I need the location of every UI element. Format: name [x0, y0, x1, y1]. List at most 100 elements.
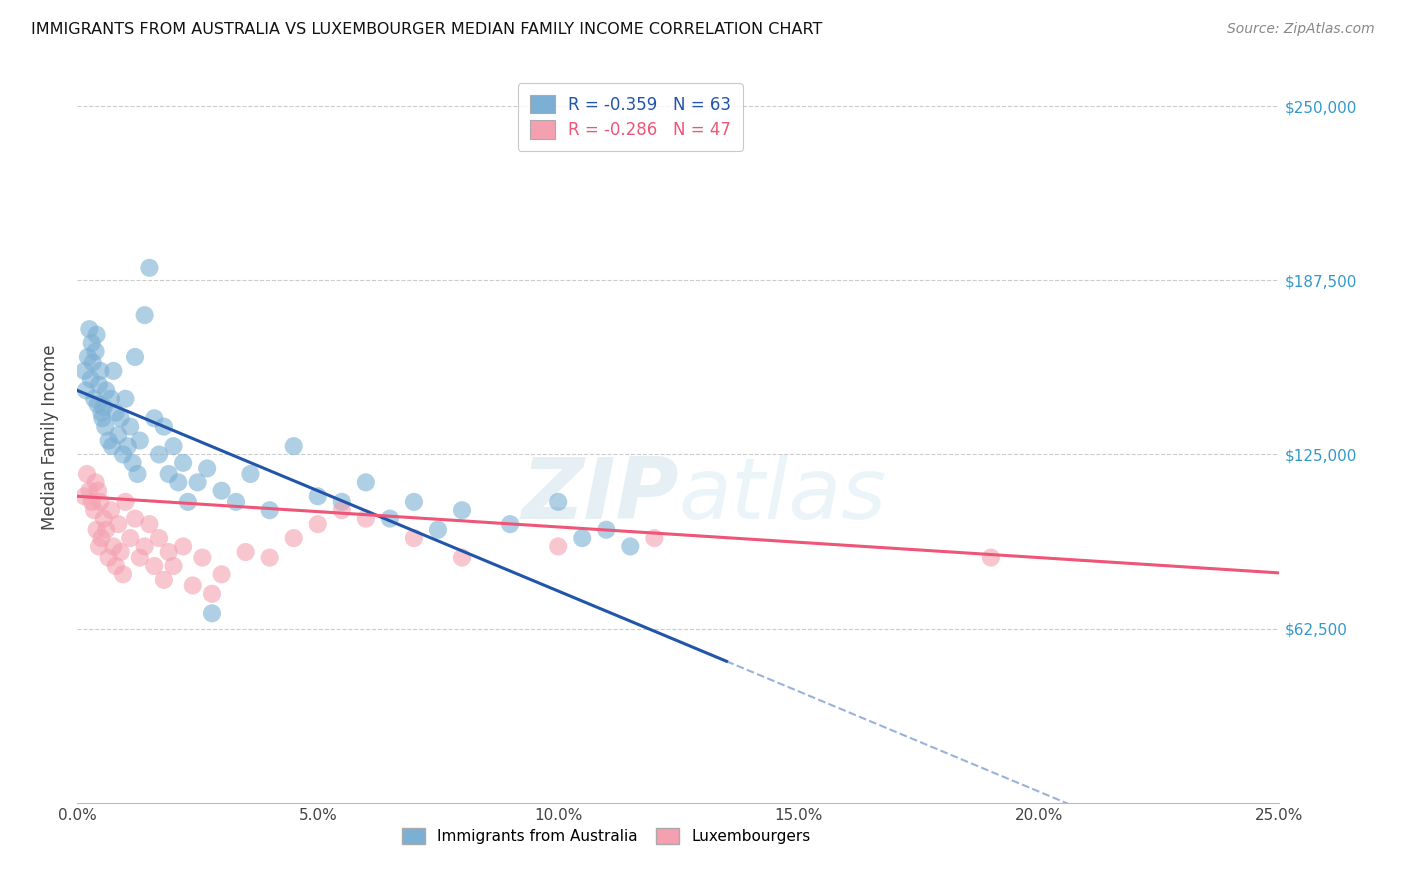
Point	[157, 545, 180, 559]
Point	[96, 523, 118, 537]
Point	[97, 434, 120, 448]
Point	[93, 400, 115, 414]
Point	[124, 511, 146, 525]
Point	[111, 448, 134, 462]
Point	[595, 523, 617, 537]
Point	[90, 531, 112, 545]
Point	[107, 517, 129, 532]
Point	[235, 545, 257, 559]
Point	[402, 495, 425, 509]
Point	[547, 540, 569, 554]
Point	[117, 439, 139, 453]
Point	[120, 419, 142, 434]
Point	[307, 517, 329, 532]
Point	[110, 545, 132, 559]
Point	[107, 428, 129, 442]
Point	[84, 344, 107, 359]
Point	[330, 503, 353, 517]
Point	[127, 467, 149, 481]
Point	[259, 503, 281, 517]
Point	[83, 503, 105, 517]
Point	[80, 372, 103, 386]
Point	[100, 503, 122, 517]
Point	[354, 475, 377, 490]
Point	[128, 434, 150, 448]
Point	[94, 419, 117, 434]
Point	[186, 475, 209, 490]
Point	[402, 531, 425, 545]
Point	[120, 531, 142, 545]
Point	[134, 308, 156, 322]
Point	[571, 531, 593, 545]
Point	[153, 419, 176, 434]
Point	[111, 567, 134, 582]
Point	[86, 523, 108, 537]
Text: atlas: atlas	[679, 454, 886, 537]
Point	[77, 350, 100, 364]
Point	[104, 406, 127, 420]
Point	[153, 573, 176, 587]
Point	[103, 540, 125, 554]
Point	[211, 567, 233, 582]
Point	[101, 439, 124, 453]
Point	[76, 467, 98, 481]
Point	[162, 439, 184, 453]
Point	[93, 511, 115, 525]
Point	[643, 531, 665, 545]
Point	[79, 322, 101, 336]
Y-axis label: Median Family Income: Median Family Income	[41, 344, 59, 530]
Point	[201, 607, 224, 621]
Legend: Immigrants from Australia, Luxembourgers: Immigrants from Australia, Luxembourgers	[396, 822, 817, 850]
Point	[73, 364, 96, 378]
Text: ZIP: ZIP	[520, 454, 679, 537]
Point	[110, 411, 132, 425]
Text: IMMIGRANTS FROM AUSTRALIA VS LUXEMBOURGER MEDIAN FAMILY INCOME CORRELATION CHART: IMMIGRANTS FROM AUSTRALIA VS LUXEMBOURGE…	[31, 22, 823, 37]
Point	[80, 336, 103, 351]
Point	[499, 517, 522, 532]
Point	[191, 550, 214, 565]
Point	[162, 558, 184, 573]
Point	[100, 392, 122, 406]
Point	[283, 531, 305, 545]
Point	[79, 483, 101, 498]
Point	[195, 461, 218, 475]
Point	[86, 397, 108, 411]
Point	[283, 439, 305, 453]
Point	[143, 411, 166, 425]
Point	[87, 483, 110, 498]
Point	[114, 392, 136, 406]
Point	[134, 540, 156, 554]
Point	[104, 558, 127, 573]
Point	[90, 406, 112, 420]
Point	[211, 483, 233, 498]
Point	[177, 495, 200, 509]
Point	[330, 495, 353, 509]
Point	[87, 377, 110, 392]
Point	[91, 411, 114, 425]
Point	[451, 550, 474, 565]
Point	[114, 495, 136, 509]
Point	[167, 475, 190, 490]
Point	[172, 456, 194, 470]
Point	[547, 495, 569, 509]
Point	[619, 540, 641, 554]
Point	[239, 467, 262, 481]
Point	[73, 489, 96, 503]
Point	[225, 495, 247, 509]
Point	[87, 540, 110, 554]
Point	[148, 448, 170, 462]
Point	[980, 550, 1002, 565]
Point	[148, 531, 170, 545]
Point	[143, 558, 166, 573]
Point	[128, 550, 150, 565]
Point	[307, 489, 329, 503]
Point	[83, 392, 105, 406]
Point	[157, 467, 180, 481]
Point	[259, 550, 281, 565]
Point	[86, 327, 108, 342]
Point	[84, 475, 107, 490]
Point	[121, 456, 143, 470]
Point	[75, 384, 97, 398]
Point	[103, 364, 125, 378]
Point	[80, 495, 103, 509]
